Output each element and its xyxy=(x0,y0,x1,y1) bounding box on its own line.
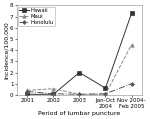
Honolulu xyxy=(78,94,80,95)
Line: Maui: Maui xyxy=(26,43,133,96)
Legend: Hawaii, Maui, Honolulu: Hawaii, Maui, Honolulu xyxy=(18,7,55,26)
Hawaii xyxy=(78,72,80,73)
Line: Honolulu: Honolulu xyxy=(26,82,133,96)
Hawaii xyxy=(52,94,54,95)
Maui xyxy=(26,90,28,91)
X-axis label: Period of lumbar puncture: Period of lumbar puncture xyxy=(38,111,120,116)
Honolulu xyxy=(26,91,28,92)
Honolulu xyxy=(52,93,54,94)
Hawaii xyxy=(131,13,132,14)
Maui xyxy=(105,94,106,95)
Line: Hawaii: Hawaii xyxy=(26,12,133,96)
Hawaii xyxy=(105,87,106,89)
Honolulu xyxy=(105,93,106,94)
Hawaii xyxy=(26,94,28,95)
Y-axis label: Incidence/100,000: Incidence/100,000 xyxy=(3,21,8,79)
Maui xyxy=(78,94,80,95)
Honolulu xyxy=(131,83,132,84)
Maui xyxy=(52,88,54,89)
Maui xyxy=(131,44,132,45)
